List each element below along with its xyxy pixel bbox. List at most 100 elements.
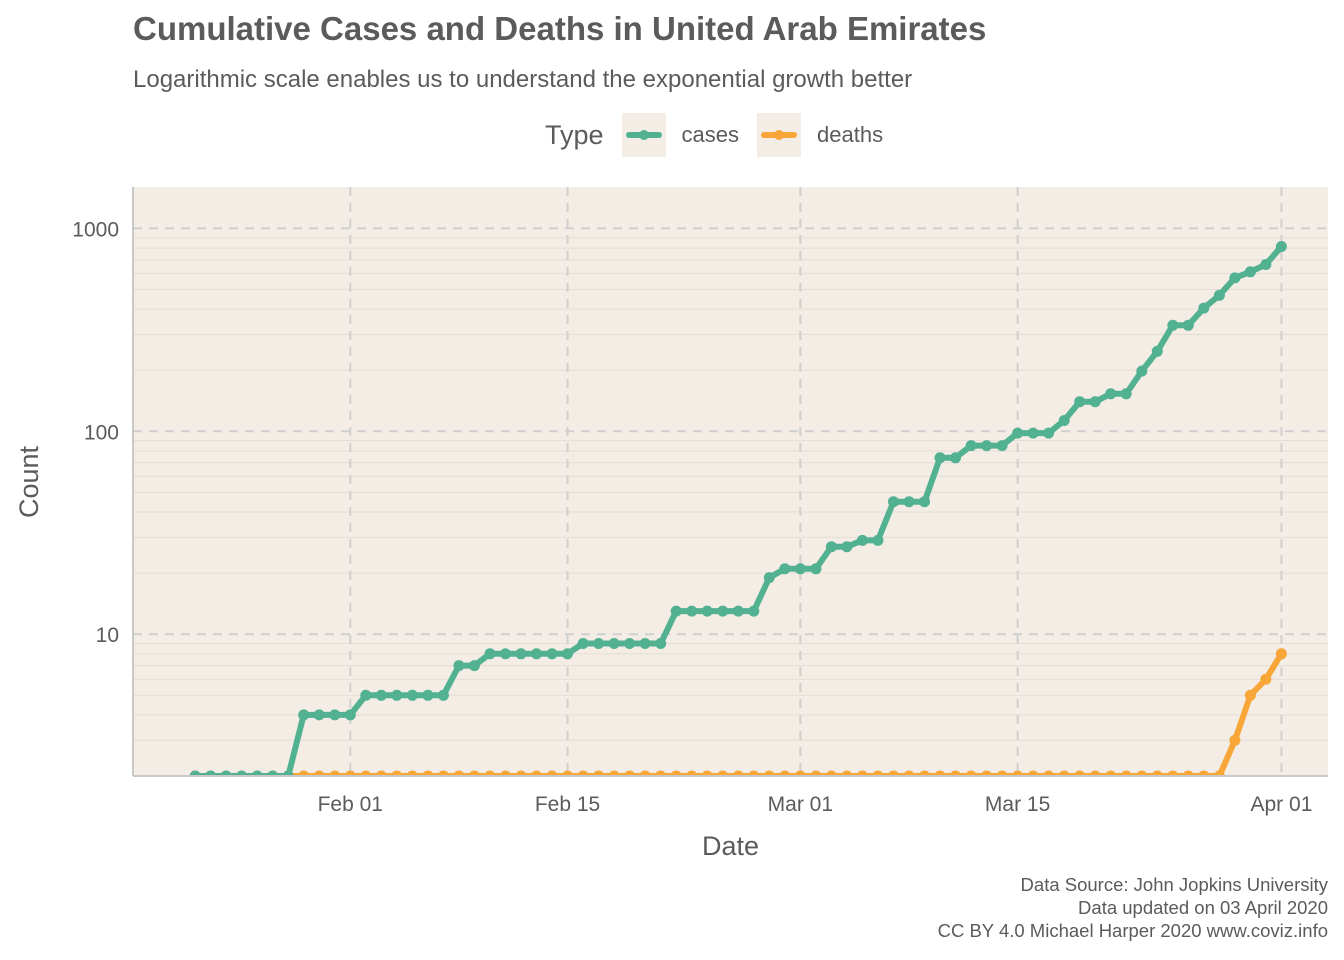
caption-source: Data Source: John Jopkins University <box>1020 874 1328 895</box>
data-point-cases <box>1167 319 1179 331</box>
data-point-cases <box>624 638 636 649</box>
data-point-deaths <box>934 770 946 776</box>
legend-point-cases <box>638 130 649 140</box>
data-point-cases <box>856 534 868 546</box>
data-point-cases <box>437 689 449 701</box>
data-point-cases <box>453 660 465 672</box>
x-axis-title: Date <box>702 831 759 861</box>
data-point-cases <box>639 638 651 649</box>
data-point-cases <box>1229 272 1241 284</box>
y-axis-title: Count <box>14 445 44 518</box>
data-point-deaths <box>810 770 822 776</box>
data-point-deaths <box>919 770 930 776</box>
data-point-cases <box>841 541 853 553</box>
data-point-deaths <box>298 770 310 776</box>
data-point-deaths <box>329 770 341 776</box>
data-point-deaths <box>950 770 961 776</box>
data-point-deaths <box>1275 648 1287 660</box>
data-point-cases <box>670 605 682 617</box>
y-tick-label: 100 <box>84 421 119 444</box>
data-point-deaths <box>406 770 418 776</box>
data-point-deaths <box>732 770 744 776</box>
legend-title: Type <box>545 119 604 150</box>
x-tick-label: Apr 01 <box>1251 793 1313 816</box>
data-point-deaths <box>500 770 511 776</box>
data-point-cases <box>872 534 884 546</box>
data-point-deaths <box>1229 734 1241 746</box>
data-point-cases <box>934 452 946 464</box>
data-point-deaths <box>375 770 387 776</box>
data-point-cases <box>468 660 480 672</box>
legend-label-deaths: deaths <box>817 122 884 147</box>
data-point-cases <box>1027 427 1039 439</box>
data-point-cases <box>282 770 294 776</box>
x-tick-label: Feb 15 <box>535 793 600 816</box>
data-point-cases <box>608 638 620 649</box>
data-point-deaths <box>562 770 573 776</box>
data-point-deaths <box>391 770 403 776</box>
data-point-cases <box>515 648 527 660</box>
data-point-deaths <box>1213 770 1225 776</box>
caption-license: CC BY 4.0 Michael Harper 2020 www.coviz.… <box>937 920 1328 941</box>
data-point-cases <box>329 709 341 721</box>
caption-updated: Data updated on 03 April 2020 <box>1078 897 1328 918</box>
data-point-deaths <box>1105 770 1117 776</box>
data-point-cases <box>1012 427 1024 439</box>
data-point-deaths <box>1244 689 1256 701</box>
data-point-deaths <box>794 770 806 776</box>
data-point-deaths <box>1198 770 1210 776</box>
caption: Data Source: John Jopkins University Dat… <box>938 873 1328 942</box>
data-point-cases <box>1120 388 1132 400</box>
data-point-deaths <box>608 770 620 776</box>
data-point-deaths <box>1012 770 1024 776</box>
data-point-cases <box>1275 241 1287 252</box>
data-point-cases <box>267 770 279 776</box>
data-point-cases <box>1136 365 1148 377</box>
data-point-cases <box>500 648 511 660</box>
data-point-deaths <box>670 770 682 776</box>
x-tick-label: Mar 15 <box>985 793 1050 816</box>
data-point-deaths <box>655 770 667 776</box>
data-point-cases <box>546 648 558 660</box>
data-point-deaths <box>344 770 356 776</box>
data-point-cases <box>810 563 822 575</box>
data-point-cases <box>1198 302 1210 314</box>
data-point-cases <box>794 563 806 575</box>
data-point-deaths <box>468 770 480 776</box>
data-point-cases <box>1151 345 1163 357</box>
data-point-cases <box>220 770 232 776</box>
data-point-deaths <box>825 770 837 776</box>
data-point-deaths <box>437 770 449 776</box>
data-point-deaths <box>1058 770 1070 776</box>
data-point-deaths <box>1182 770 1194 776</box>
chart-subtitle: Logarithmic scale enables us to understa… <box>133 66 913 93</box>
legend: Type cases deaths <box>545 113 901 157</box>
data-point-deaths <box>1136 770 1148 776</box>
data-point-deaths <box>981 770 993 776</box>
data-point-cases <box>1182 319 1194 331</box>
legend-point-deaths <box>774 130 785 140</box>
chart-title: Cumulative Cases and Deaths in United Ar… <box>133 10 987 47</box>
data-point-cases <box>251 770 263 776</box>
data-point-deaths <box>515 770 527 776</box>
data-point-deaths <box>1043 770 1055 776</box>
data-point-cases <box>763 572 775 584</box>
data-point-deaths <box>996 770 1008 776</box>
y-tick-label: 10 <box>96 624 119 647</box>
data-point-cases <box>562 648 573 660</box>
data-point-deaths <box>639 770 651 776</box>
data-point-cases <box>298 709 310 721</box>
data-point-deaths <box>763 770 775 776</box>
data-point-cases <box>1058 415 1070 426</box>
data-point-deaths <box>484 770 496 776</box>
data-point-deaths <box>531 770 542 776</box>
data-point-cases <box>313 709 325 721</box>
y-tick-label: 1000 <box>72 218 119 241</box>
data-point-cases <box>406 689 418 701</box>
data-point-deaths <box>1027 770 1039 776</box>
data-point-deaths <box>1120 770 1132 776</box>
data-point-deaths <box>1089 770 1101 776</box>
legend-key-cases <box>621 113 666 157</box>
data-point-deaths <box>1151 770 1163 776</box>
